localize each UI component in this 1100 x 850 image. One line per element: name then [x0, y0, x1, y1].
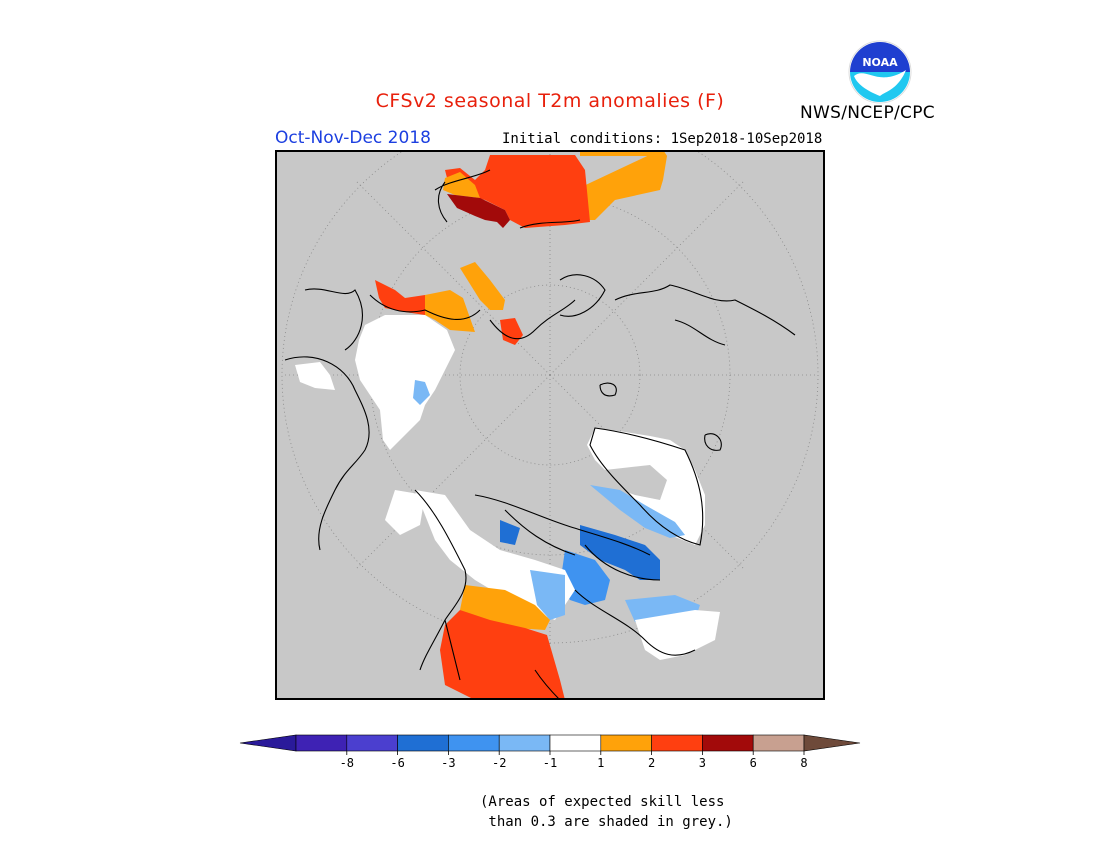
- initial-conditions-label: Initial conditions: 1Sep2018-10Sep2018: [502, 131, 823, 147]
- latitude-circle-inner: [459, 284, 641, 466]
- colorbar-tick-label: 1: [597, 756, 604, 770]
- skill-note-line-1: (Areas of expected skill less: [480, 794, 725, 810]
- coastline-russia-arctic: [614, 284, 796, 346]
- coastline-canada-arctic: [474, 494, 661, 581]
- anomaly-patch-orange: [425, 290, 475, 332]
- colorbar-tick-label: -2: [492, 756, 506, 770]
- polar-map: [275, 150, 825, 700]
- anomaly-patch-grey-inland: [605, 465, 667, 500]
- coastlines: [284, 169, 796, 700]
- anomaly-patch-darkred: [447, 194, 510, 228]
- coastline-svalbard: [599, 382, 617, 397]
- colorbar-swatch: [498, 734, 551, 752]
- anomaly-patch-white: [635, 610, 720, 660]
- anomaly-patch-darkblue: [580, 525, 660, 580]
- colorbar-swatch: [295, 734, 348, 752]
- colorbar-swatch: [600, 734, 652, 752]
- coastline-europe: [304, 288, 576, 351]
- colorbar-swatch: [448, 734, 500, 752]
- coastline-asia-west: [284, 356, 370, 551]
- colorbar-high-arrow: [803, 734, 861, 752]
- agency-label: NWS/NCEP/CPC: [800, 103, 935, 123]
- skill-note-line-2: than 0.3 are shaded in grey.): [480, 814, 733, 830]
- coastline-iceland: [704, 433, 722, 451]
- colorbar-low-arrow: [239, 734, 297, 752]
- anomaly-patch-orange: [580, 150, 667, 168]
- colorbar-tick-label: -3: [441, 756, 455, 770]
- colorbar-tick-label: -8: [340, 756, 354, 770]
- chart-title: CFSv2 seasonal T2m anomalies (F): [375, 90, 725, 112]
- noaa-logo: NOAA: [848, 40, 912, 104]
- colorbar-tick-label: 6: [750, 756, 757, 770]
- colorbar: -8 -6 -3 -2 -1 1 2 3 6 8: [239, 734, 861, 770]
- colorbar-tick-label: 3: [699, 756, 706, 770]
- colorbar-tick-label: -6: [390, 756, 404, 770]
- colorbar-swatch: [346, 734, 398, 752]
- anomaly-patch-darkblue: [500, 520, 520, 545]
- anomaly-patch-orange: [443, 172, 480, 198]
- map-frame: [275, 150, 825, 700]
- anomaly-patch-blue: [413, 380, 430, 405]
- anomaly-patch-blue: [530, 570, 565, 620]
- anomaly-patch-red: [445, 155, 590, 228]
- anomaly-patch-orange: [575, 150, 667, 220]
- colorbar-tick-label: -1: [543, 756, 557, 770]
- coastline-hudson-bay: [574, 589, 696, 656]
- colorbar-swatch: [549, 734, 602, 752]
- coastline-alaska: [414, 489, 467, 671]
- coastline-scandinavia: [559, 274, 606, 317]
- anomaly-patch-white: [355, 315, 455, 450]
- anomaly-patch-white: [385, 490, 425, 535]
- colorbar-swatch: [397, 734, 449, 752]
- anomaly-patch-white: [295, 362, 335, 390]
- coastline-north-africa: [434, 169, 581, 229]
- colorbar-swatch: [702, 734, 754, 752]
- colorbar-tick-label: 8: [800, 756, 807, 770]
- colorbar-swatch: [752, 734, 805, 752]
- anomaly-patch-red: [440, 610, 565, 700]
- anomaly-patch-orange: [460, 262, 505, 310]
- season-label: Oct-Nov-Dec 2018: [275, 128, 431, 148]
- colorbar-tick-label: 2: [648, 756, 655, 770]
- colorbar-swatch: [651, 734, 703, 752]
- coastline-greenland: [589, 427, 704, 546]
- skill-note: (Areas of expected skill less than 0.3 a…: [480, 792, 733, 832]
- logo-text: NOAA: [862, 56, 898, 69]
